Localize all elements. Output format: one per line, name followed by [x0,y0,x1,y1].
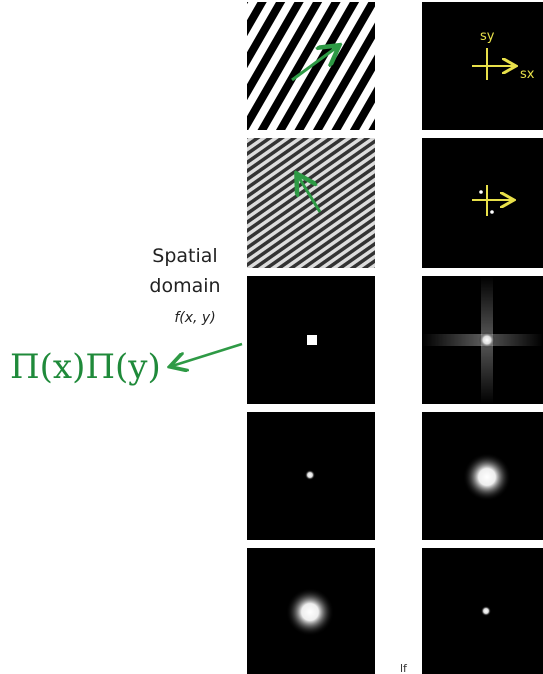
glow [479,332,495,348]
stripe-image [247,138,375,268]
slide: sy sx Spatial domain f(x, y) Π(x)Π(y) lf [0,0,543,674]
footer-fragment: lf [400,662,408,674]
box [307,335,317,345]
arrow [172,344,242,366]
label: Spatial [152,245,217,267]
label: domain [149,275,220,297]
dot [481,606,491,616]
axis-label: sx [520,67,535,82]
dot [305,470,315,480]
glow [463,453,511,501]
function-label: f(x, y) [174,310,215,326]
dot [479,190,483,194]
spatial-images [247,2,375,674]
annotation: Π(x)Π(y) [10,347,161,387]
dot [490,210,494,214]
frequency-images: sy sx [422,2,543,674]
axis-label: sy [480,29,495,44]
freq-image [422,138,543,268]
glow [286,588,334,636]
